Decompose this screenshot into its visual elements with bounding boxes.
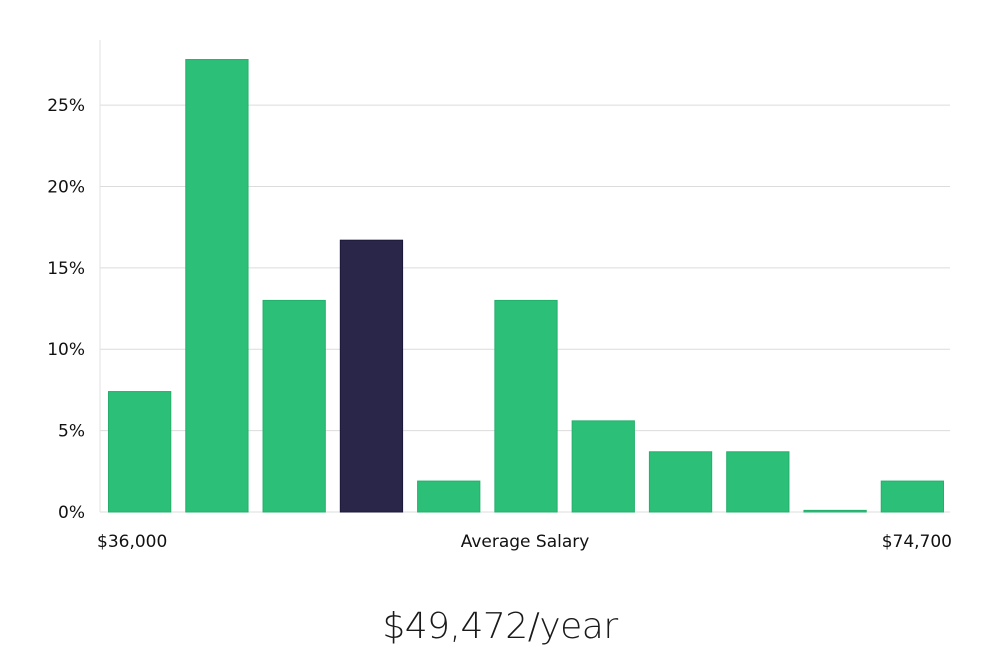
bar bbox=[726, 451, 790, 513]
bar bbox=[880, 480, 945, 513]
average-salary-value: $49,472/year bbox=[382, 606, 618, 647]
y-tick-label: 10% bbox=[47, 340, 85, 360]
y-tick-label: 15% bbox=[47, 259, 85, 279]
bar bbox=[494, 299, 558, 513]
y-tick-label: 25% bbox=[47, 96, 85, 116]
x-min-label: $36,000 bbox=[97, 532, 167, 552]
y-tick-label: 0% bbox=[58, 503, 85, 523]
bar bbox=[108, 391, 172, 513]
bar bbox=[417, 480, 481, 513]
y-tick-label: 20% bbox=[47, 177, 85, 197]
y-tick-label: 5% bbox=[58, 422, 85, 442]
salary-histogram: 0%5%10%15%20%25% $36,000 Average Salary … bbox=[47, 40, 952, 552]
bar bbox=[571, 420, 635, 513]
x-axis-title: Average Salary bbox=[461, 532, 590, 552]
bar bbox=[803, 509, 867, 513]
x-max-label: $74,700 bbox=[882, 532, 952, 552]
bar bbox=[185, 59, 249, 513]
bar-highlighted bbox=[339, 239, 404, 513]
bar bbox=[648, 451, 713, 513]
y-axis-ticks: 0% 5% 10% 15% 20% 25% bbox=[47, 96, 85, 523]
bars bbox=[108, 59, 945, 513]
bar bbox=[262, 299, 326, 513]
